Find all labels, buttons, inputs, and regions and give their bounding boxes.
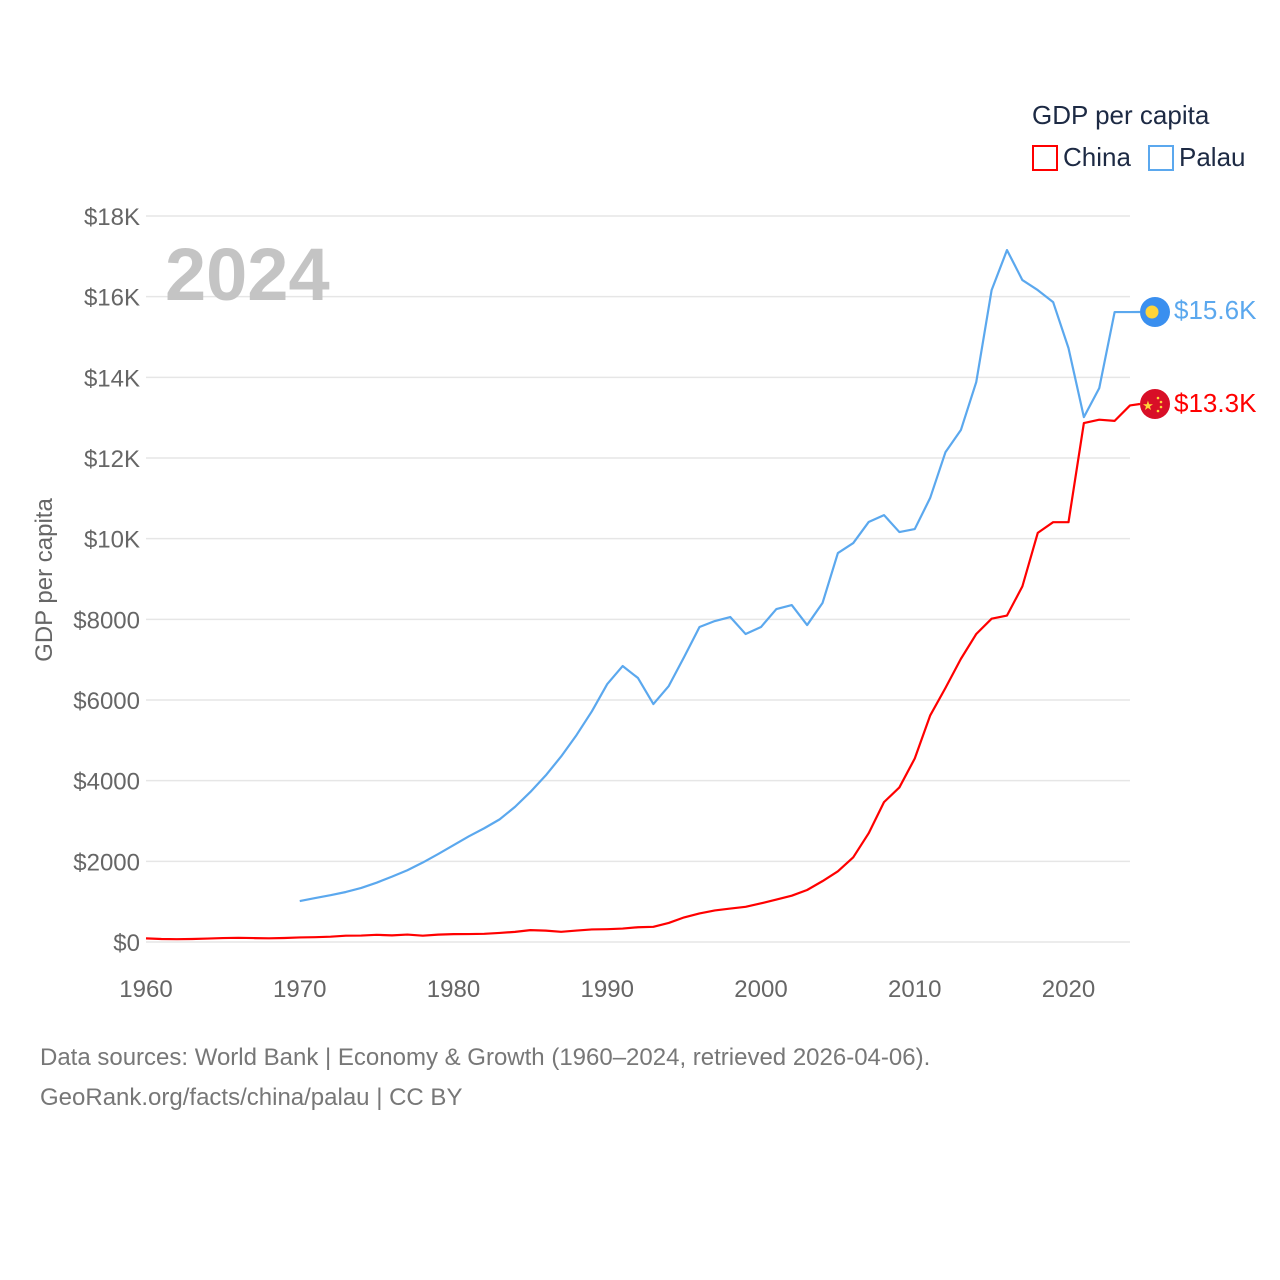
y-tick-label: $14K xyxy=(84,365,140,392)
y-axis-label: GDP per capita xyxy=(31,498,58,662)
y-tick-label: $8000 xyxy=(73,607,140,634)
x-tick-label: 2020 xyxy=(1042,976,1095,1003)
series-line-china[interactable] xyxy=(145,402,1141,941)
y-tick-label: $4000 xyxy=(73,769,140,796)
y-tick-label: $16K xyxy=(84,285,140,312)
x-tick-label: 2000 xyxy=(734,976,787,1003)
y-tick-label: $0 xyxy=(113,930,140,957)
year-watermark: 2024 xyxy=(165,233,330,316)
series-line-palau[interactable] xyxy=(299,248,1141,903)
footer-link[interactable]: GeoRank.org/facts/china/palau | CC BY xyxy=(40,1084,463,1111)
y-tick-label: $12K xyxy=(84,446,140,473)
legend-swatch-china xyxy=(1032,145,1058,171)
x-tick-label: 2010 xyxy=(888,976,941,1003)
china-end-label: $13.3K xyxy=(1174,388,1257,418)
y-tick-label: $10K xyxy=(84,527,140,554)
y-tick-label: $18K xyxy=(84,204,140,231)
legend-item-china[interactable]: China xyxy=(1032,142,1131,172)
x-tick-label: 1990 xyxy=(581,976,634,1003)
x-tick-label: 1960 xyxy=(119,976,172,1003)
palau-end-label: $15.6K xyxy=(1174,295,1257,325)
palau-flag-icon xyxy=(1140,297,1170,327)
china-flag-icon: ★ xyxy=(1140,389,1170,419)
legend-swatch-palau xyxy=(1148,145,1174,171)
y-tick-label: $2000 xyxy=(73,849,140,876)
legend-title: GDP per capita xyxy=(1032,100,1210,130)
footer-sources: Data sources: World Bank | Economy & Gro… xyxy=(40,1044,931,1071)
svg-text:★: ★ xyxy=(1142,398,1154,413)
legend-label-palau: Palau xyxy=(1179,142,1246,172)
x-tick-label: 1970 xyxy=(273,976,326,1003)
legend-label-china: China xyxy=(1063,142,1131,172)
x-tick-label: 1980 xyxy=(427,976,480,1003)
y-tick-label: $6000 xyxy=(73,688,140,715)
legend-item-palau[interactable]: Palau xyxy=(1148,142,1246,172)
